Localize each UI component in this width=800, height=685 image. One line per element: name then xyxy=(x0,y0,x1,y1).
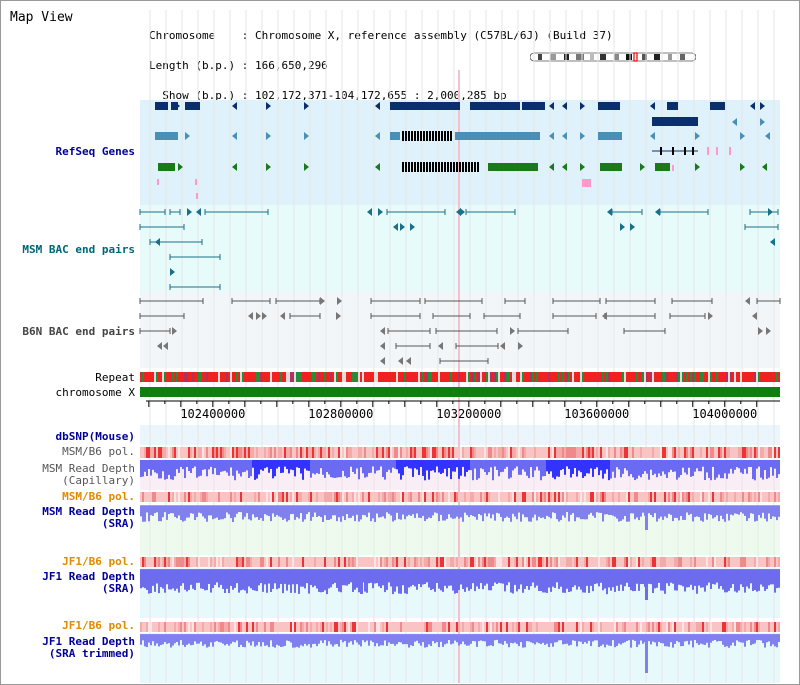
msm-bac-label[interactable]: MSM BAC end pairs xyxy=(22,243,135,256)
jf1-depth-sra-label-1[interactable]: JF1 Read Depth xyxy=(42,570,135,583)
jf1-depth-trim-label-2[interactable]: (SRA trimmed) xyxy=(48,647,135,660)
msm-b6-pol-label-1: MSM/B6 pol. xyxy=(62,445,135,458)
chromosome-label: chromosome X xyxy=(55,386,135,399)
page-title: Map View xyxy=(10,10,73,25)
chromosome-ideogram[interactable] xyxy=(530,52,696,62)
jf1-depth-sra-label-2[interactable]: (SRA) xyxy=(101,582,135,595)
refseq-genes-label[interactable]: RefSeq Genes xyxy=(55,145,135,158)
jf1-depth-trim-label-1[interactable]: JF1 Read Depth xyxy=(42,635,135,648)
msm-depth-capillary-label-2: (Capillary) xyxy=(62,474,135,487)
msm-b6-pol-label-2: MSM/B6 pol. xyxy=(62,490,135,503)
show-range-line: Show (b.p.) : 102,172,371-104,172,655 : … xyxy=(149,89,507,102)
jf1-pol-label-2: JF1/B6 pol. xyxy=(62,619,135,632)
chromosome-info: Chromosome : Chromosome X, reference ass… xyxy=(149,11,613,141)
dbsnp-label[interactable]: dbSNP(Mouse) xyxy=(55,430,135,443)
msm-depth-sra-label-2[interactable]: (SRA) xyxy=(101,517,135,530)
msm-depth-sra-label-1[interactable]: MSM Read Depth xyxy=(42,505,135,518)
b6n-bac-label[interactable]: B6N BAC end pairs xyxy=(22,325,135,338)
msm-depth-capillary-label-1: MSM Read Depth xyxy=(42,462,135,475)
coverage-span-line: Read coverage check span : 10,000 xyxy=(149,119,368,132)
repeat-label: Repeat xyxy=(95,371,135,384)
chromosome-line: Chromosome : Chromosome X, reference ass… xyxy=(149,29,613,42)
length-line: Length (b.p.) : 166,650,296 xyxy=(149,59,328,72)
jf1-pol-label-1: JF1/B6 pol. xyxy=(62,555,135,568)
